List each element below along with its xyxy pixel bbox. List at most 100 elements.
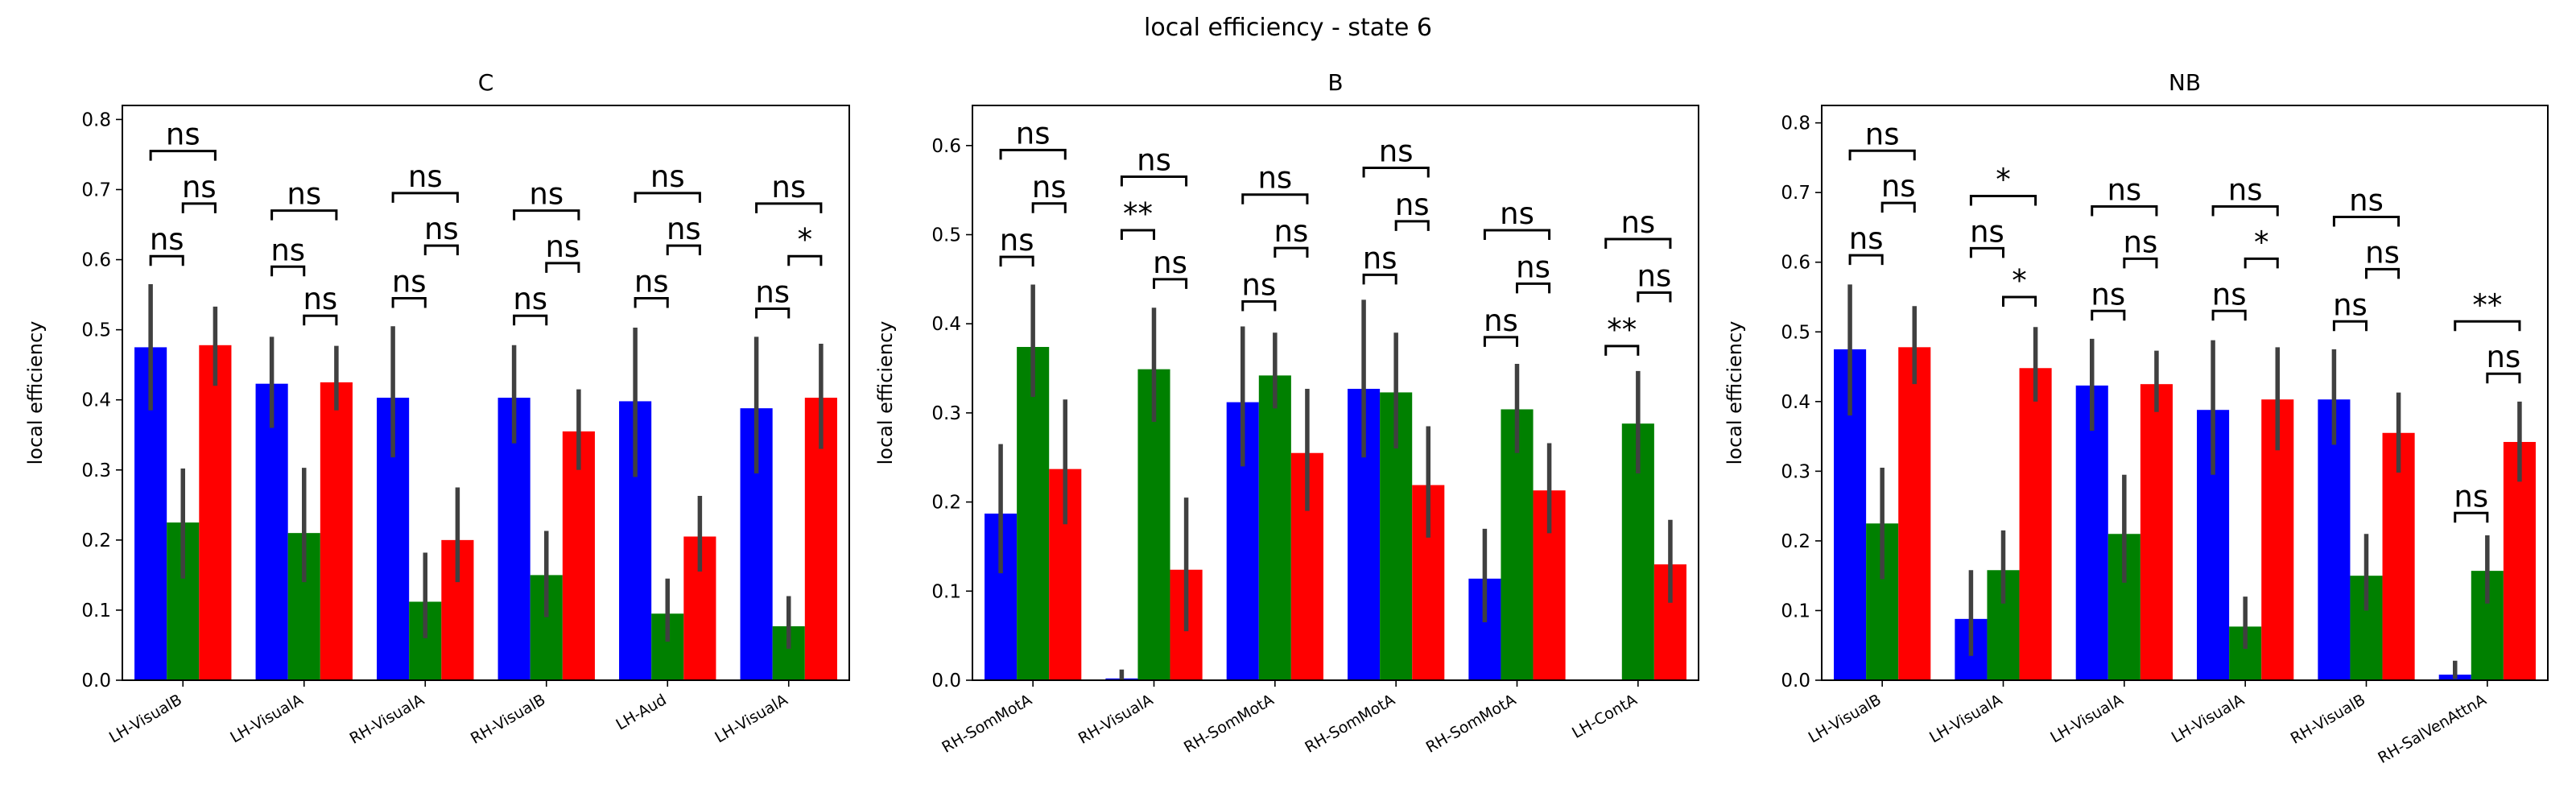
y-tick-label: 0.3 [81, 460, 111, 481]
significance-bracket [1483, 336, 1518, 347]
y-tick-label: 0.7 [1781, 183, 1810, 204]
x-tick-label: RH-VisualA [347, 691, 427, 748]
panel-title: B [1327, 69, 1343, 96]
bar [199, 345, 232, 680]
y-tick-label: 0.3 [1781, 461, 1810, 482]
significance-label: ns [771, 170, 806, 204]
y-tick-label: 0.4 [1781, 392, 1810, 413]
significance-bracket [1394, 220, 1430, 231]
axes-frame [972, 105, 1699, 681]
significance-bracket [2211, 309, 2247, 321]
x-tick-label: LH-VisualA [227, 691, 306, 746]
significance-bracket [2454, 320, 2521, 332]
y-tick-label: 0.1 [1781, 601, 1810, 621]
significance-bracket [1241, 193, 1309, 204]
panel-nb: NB local efficiency 0.0 0.1 0.2 0.3 0.4 0.5 0.6 0… [1724, 69, 2549, 767]
significance-bracket [149, 150, 217, 161]
x-tick-label: RH-VisualB [2288, 691, 2368, 748]
significance-label: * [1996, 163, 2011, 197]
y-tick-label: 0.3 [931, 403, 961, 424]
significance-label: ns [545, 229, 580, 264]
significance-label: ns [1363, 241, 1397, 275]
significance-label: ns [2454, 479, 2488, 514]
x-tick-label: LH-VisualB [1806, 691, 1885, 746]
significance-label: ns [1484, 303, 1518, 338]
significance-label: ns [755, 275, 790, 310]
significance-label: ** [1607, 312, 1637, 347]
significance-label: ns [150, 222, 184, 257]
x-tick-label: RH-SomMotA [1423, 691, 1519, 757]
x-tick-label: RH-SomMotA [1302, 691, 1397, 757]
significance-label: ns [1970, 214, 2004, 249]
significance-label: ns [182, 170, 217, 204]
significance-bracket [2332, 320, 2368, 332]
bar [255, 383, 288, 680]
y-axis-label: local efficiency [24, 321, 47, 465]
significance-bracket [391, 296, 427, 308]
significance-label: ns [513, 282, 547, 316]
significance-label: ns [1865, 117, 1900, 151]
y-tick-label: 0.2 [1781, 531, 1810, 552]
x-tick-label: LH-ContA [1569, 691, 1640, 742]
figure-suptitle: local efficiency - state 6 [1144, 14, 1432, 42]
significance-bracket [1604, 345, 1640, 356]
significance-bracket [270, 209, 338, 221]
y-tick-label: 0.7 [81, 180, 111, 200]
significance-label: ns [2091, 277, 2125, 312]
significance-label: ns [650, 159, 685, 194]
y-tick-label: 0.6 [1781, 253, 1810, 274]
bar [1501, 409, 1534, 680]
significance-bracket [1362, 273, 1397, 285]
significance-label: ns [408, 159, 443, 194]
significance-label: ns [1395, 188, 1430, 222]
significance-label: ns [1000, 223, 1034, 258]
significance-bracket [1848, 254, 1884, 266]
significance-bracket [2123, 257, 2158, 269]
significance-bracket [545, 262, 580, 273]
significance-bracket [1120, 175, 1188, 187]
bar [1258, 375, 1291, 680]
significance-bracket [1637, 291, 1672, 303]
significance-bracket [1362, 166, 1430, 178]
significance-bracket [634, 192, 701, 203]
significance-bracket [755, 202, 823, 213]
y-tick-label: 0.8 [1781, 114, 1810, 134]
significance-bracket [2365, 267, 2401, 279]
significance-label: ns [1849, 221, 1884, 256]
significance-bracket [303, 314, 338, 326]
significance-label: ns [1153, 246, 1187, 280]
significance-label: ns [1016, 116, 1051, 151]
significance-label: * [798, 222, 813, 257]
significance-label: ns [2349, 183, 2384, 217]
panel-title: C [478, 69, 494, 96]
x-tick-label: RH-SalVenAttnA [2375, 691, 2489, 767]
significance-label: ns [392, 264, 427, 299]
significance-label: ns [166, 118, 200, 152]
significance-bracket [1516, 282, 1551, 294]
x-tick-label: LH-Aud [613, 691, 669, 733]
bar [497, 398, 530, 680]
significance-bracket [2002, 295, 2037, 307]
significance-bracket [2332, 215, 2401, 227]
significance-label: ns [1620, 205, 1655, 240]
significance-label: ns [529, 177, 564, 212]
significance-bracket [1241, 300, 1277, 312]
significance-label: ns [2124, 225, 2158, 259]
significance-label: ns [1241, 268, 1276, 303]
y-axis-label: local efficiency [874, 321, 897, 465]
significance-bracket [1274, 246, 1309, 258]
significance-bracket [391, 192, 459, 203]
x-tick-label: LH-VisualB [106, 691, 185, 746]
significance-label: ns [2365, 235, 2400, 270]
significance-bracket [513, 209, 580, 221]
significance-bracket [2091, 204, 2158, 217]
significance-label: ns [1274, 214, 1309, 249]
significance-label: * [2012, 263, 2027, 298]
bar [2019, 368, 2052, 680]
significance-label: ns [2228, 172, 2263, 207]
significance-bracket [1031, 202, 1067, 213]
x-tick-label: LH-VisualA [2169, 691, 2248, 746]
significance-bracket [634, 296, 669, 308]
bar [2140, 384, 2173, 680]
